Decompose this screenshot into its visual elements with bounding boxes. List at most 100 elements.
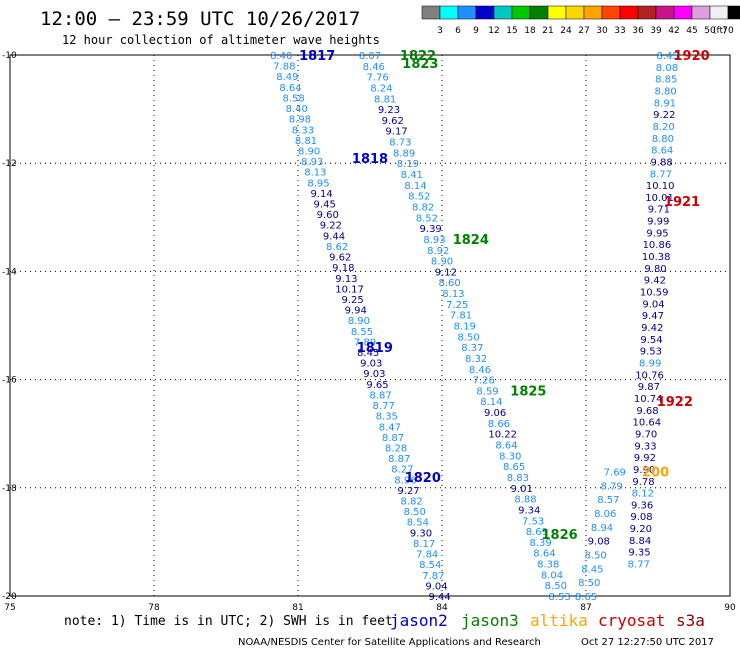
colorbar-swatch bbox=[439, 5, 459, 20]
colorbar-swatch bbox=[475, 5, 495, 20]
swh-value-label: 8.07 bbox=[359, 51, 381, 62]
swh-value-label: 9.12 bbox=[435, 267, 457, 278]
swh-value-label: 8.06 bbox=[594, 509, 616, 520]
swh-value-label: 7.26 bbox=[473, 376, 495, 387]
swh-value-label: 9.01 bbox=[511, 484, 533, 495]
swh-value-label: 8.50 bbox=[584, 551, 606, 562]
swh-value-label: 8.50 bbox=[404, 507, 426, 518]
swh-value-label: 8.50 bbox=[457, 332, 479, 343]
swh-value-label: 8.66 bbox=[488, 419, 510, 430]
swh-value-label: 8.83 bbox=[507, 473, 529, 484]
x-tick-label: 84 bbox=[436, 603, 448, 613]
swh-value-label: 8.79 bbox=[600, 481, 622, 492]
swh-value-label: 8.89 bbox=[393, 148, 415, 159]
swh-value-label: 9.39 bbox=[420, 224, 442, 235]
colorbar-swatch bbox=[655, 5, 675, 20]
swh-value-label: 8.77 bbox=[628, 560, 650, 571]
swh-value-label: 8.65 bbox=[503, 462, 525, 473]
y-tick-label: -10 bbox=[2, 51, 17, 61]
swh-value-label: 8.90 bbox=[298, 146, 320, 157]
swh-value-label: 8.77 bbox=[650, 169, 672, 180]
colorbar-swatch bbox=[529, 5, 549, 20]
swh-value-label: 8.46 bbox=[363, 62, 385, 73]
swh-value-label: 8.08 bbox=[656, 63, 678, 74]
x-tick-label: 81 bbox=[292, 603, 303, 613]
legend-jason3: jason3 bbox=[461, 611, 519, 630]
header: 12:00 – 23:59 UTC 10/26/2017 12 hour col… bbox=[40, 8, 380, 47]
swh-value-label: 8.90 bbox=[348, 316, 370, 327]
swh-value-label: 8.62 bbox=[326, 242, 348, 253]
colorbar-tick-label: 24 bbox=[560, 26, 572, 36]
colorbar-swatch bbox=[565, 5, 585, 20]
colorbar-swatch bbox=[547, 5, 567, 20]
swh-value-label: 8.87 bbox=[388, 454, 410, 465]
swh-value-label: 9.44 bbox=[323, 231, 345, 242]
swh-value-label: 8.19 bbox=[397, 159, 419, 170]
swh-value-label: 8.54 bbox=[407, 518, 429, 529]
colorbar-tick-label: 18 bbox=[524, 26, 536, 36]
swh-value-label: 8.45 bbox=[656, 51, 678, 62]
swh-value-label: 8.45 bbox=[581, 564, 603, 575]
colorbar: 3 6 9 12 15 18 21 24 27 30 33 36 39 42 45 50 70 bbox=[421, 5, 740, 36]
swh-value-label: 8.87 bbox=[369, 390, 391, 401]
footer: note: 1) Time is in UTC; 2) SWH is in fe… bbox=[64, 611, 714, 648]
footer-note: note: 1) Time is in UTC; 2) SWH is in fe… bbox=[64, 614, 393, 629]
swh-value-label: 9.25 bbox=[342, 295, 364, 306]
swh-value-label: 9.70 bbox=[635, 429, 657, 440]
y-tick-label: -16 bbox=[2, 376, 17, 386]
swh-value-label: 9.94 bbox=[345, 306, 367, 317]
legend-s3a: s3a bbox=[676, 611, 705, 630]
swh-value-label: 9.18 bbox=[332, 263, 354, 274]
swh-value-label: 8.52 bbox=[416, 213, 438, 224]
swh-value-label: 8.77 bbox=[373, 401, 395, 412]
swh-value-label: 9.45 bbox=[314, 200, 336, 211]
swh-value-label: 8.19 bbox=[454, 322, 476, 333]
swh-value-label: 8.46 bbox=[469, 365, 491, 376]
swh-value-label: 9.60 bbox=[317, 210, 339, 221]
colorbar-swatch bbox=[727, 5, 740, 20]
swh-value-label: 9.92 bbox=[634, 453, 656, 464]
colorbar-tick-label: 33 bbox=[614, 26, 625, 36]
swh-value-label: 9.06 bbox=[484, 408, 506, 419]
swh-value-label: 8.55 bbox=[351, 327, 373, 338]
swh-value-label: 9.90 bbox=[633, 465, 655, 476]
swh-value-label: 8.14 bbox=[404, 181, 426, 192]
swh-value-label: 9.78 bbox=[632, 477, 654, 488]
swh-value-label: 8.28 bbox=[385, 443, 407, 454]
colorbar-tick-label: 27 bbox=[578, 26, 589, 36]
swh-value-label: 8.82 bbox=[412, 202, 434, 213]
swh-value-label: 8.41 bbox=[401, 170, 423, 181]
swh-value-label: 10.76 bbox=[635, 370, 664, 381]
pass-number-label: 1824 bbox=[453, 233, 489, 248]
swh-value-label: 9.99 bbox=[647, 217, 669, 228]
swh-value-label: 8.73 bbox=[389, 138, 411, 149]
series-jason2: 8.407.888.498.648.588.408.988.338.818.90… bbox=[270, 49, 451, 603]
swh-value-label: 7.84 bbox=[416, 550, 438, 561]
swh-value-label: 8.64 bbox=[279, 83, 301, 94]
swh-value-label: 9.35 bbox=[628, 548, 650, 559]
swh-value-label: 9.22 bbox=[320, 221, 342, 232]
colorbar-unit: (ft) bbox=[713, 26, 727, 36]
swh-value-label: 9.08 bbox=[630, 512, 652, 523]
swh-value-label: 8.84 bbox=[629, 536, 651, 547]
swh-value-label: 8.92 bbox=[427, 246, 449, 257]
y-tick-label: -18 bbox=[2, 484, 17, 494]
swh-value-label: 9.04 bbox=[642, 299, 664, 310]
series-altika: 7.69 8.79 8.57 8.06 8.94 9.08 8.50 8.45 8.50 8.65… bbox=[575, 466, 669, 603]
swh-value-label: 7.69 bbox=[604, 468, 626, 479]
swh-value-label: 8.40 bbox=[286, 104, 308, 115]
colorbar-swatch bbox=[457, 5, 477, 20]
swh-value-label: 9.08 bbox=[588, 537, 610, 548]
swh-value-label: 8.17 bbox=[413, 539, 435, 550]
swh-value-label: 9.03 bbox=[360, 359, 382, 370]
swh-value-label: 8.39 bbox=[530, 538, 552, 549]
colorbar-tick-label: 36 bbox=[632, 26, 644, 36]
plot-frame bbox=[9, 54, 731, 597]
pass-number-label: 1826 bbox=[542, 528, 578, 543]
swh-value-label: 9.30 bbox=[410, 528, 432, 539]
pass-number-label: 1920 bbox=[674, 49, 710, 64]
swh-value-label: 8.50 bbox=[545, 581, 567, 592]
swh-value-label: 8.38 bbox=[537, 560, 559, 571]
swh-value-label: 8.81 bbox=[295, 136, 317, 147]
swh-value-label: 9.03 bbox=[363, 369, 385, 380]
